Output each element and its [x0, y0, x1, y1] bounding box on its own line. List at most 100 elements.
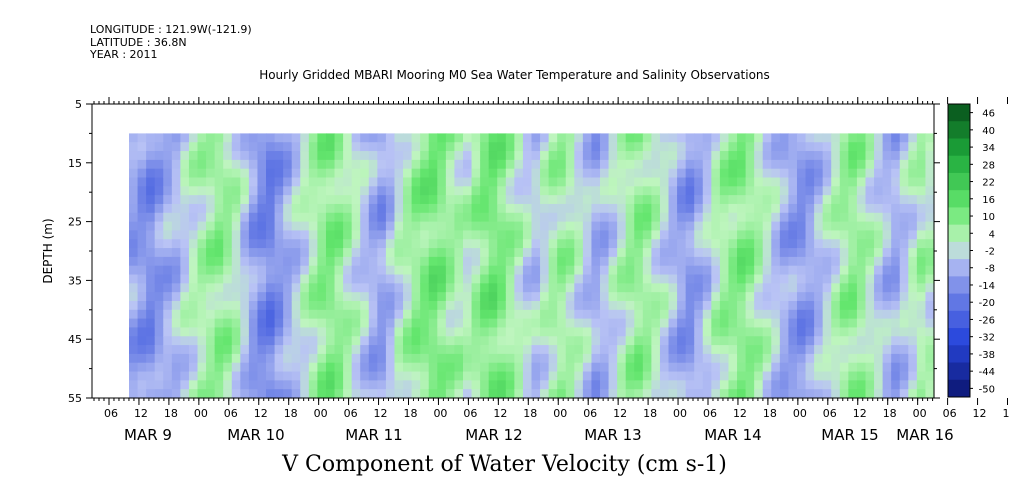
heatmap-cell	[796, 309, 807, 320]
heatmap-cell	[197, 292, 207, 302]
heatmap-cell	[557, 345, 567, 355]
heatmap-cell	[454, 151, 464, 161]
heatmap-cell	[214, 336, 224, 346]
heatmap-cell	[377, 380, 387, 390]
heatmap-cell	[805, 371, 815, 381]
heatmap-cell	[625, 389, 635, 399]
colorbar-label: 34	[982, 143, 995, 154]
heatmap-cell	[634, 371, 644, 381]
heatmap-cell	[266, 195, 276, 205]
heatmap-cell	[642, 389, 652, 399]
heatmap-cell	[574, 168, 584, 179]
heatmap-cell	[779, 300, 790, 311]
heatmap-cell	[908, 239, 918, 249]
heatmap-cell	[266, 256, 276, 267]
heatmap-cell	[711, 345, 721, 355]
heatmap-cell	[188, 336, 199, 346]
heatmap-cell	[874, 353, 884, 364]
heatmap-cell	[163, 195, 173, 205]
heatmap-cell	[865, 212, 875, 223]
heatmap-cell	[351, 300, 361, 311]
heatmap-cell	[625, 318, 635, 329]
heatmap-cell	[737, 345, 747, 355]
heatmap-cell	[411, 292, 421, 302]
heatmap-cell	[480, 380, 490, 390]
heatmap-cell	[582, 309, 593, 320]
heatmap-cell	[634, 142, 644, 152]
heatmap-cell	[908, 265, 918, 276]
heatmap-cell	[754, 292, 764, 302]
heatmap-cell	[711, 195, 721, 205]
heatmap-cell	[317, 292, 327, 302]
heatmap-cell	[702, 168, 712, 179]
heatmap-cell	[916, 142, 927, 152]
heatmap-cell	[428, 362, 438, 373]
heatmap-cell	[454, 230, 464, 240]
heatmap-cell	[171, 371, 181, 381]
heatmap-cell	[197, 380, 207, 390]
heatmap-cell	[462, 309, 473, 320]
heatmap-cell	[137, 327, 147, 337]
heatmap-cell	[411, 327, 421, 337]
heatmap-cell	[865, 292, 875, 302]
heatmap-cell	[231, 336, 241, 346]
heatmap-cell	[668, 230, 678, 240]
heatmap-cell	[856, 159, 867, 170]
heatmap-cell	[385, 168, 396, 179]
heatmap-cell	[925, 256, 935, 267]
heatmap-cell	[428, 256, 438, 267]
heatmap-cell	[428, 195, 438, 205]
heatmap-cell	[899, 256, 909, 267]
heatmap-cell	[882, 186, 892, 196]
heatmap-cell	[206, 380, 216, 390]
heatmap-cell	[882, 300, 892, 311]
heatmap-cell	[403, 353, 413, 364]
heatmap-cell	[377, 159, 387, 170]
heatmap-cell	[248, 345, 259, 355]
heatmap-cell	[171, 265, 181, 276]
heatmap-cell	[831, 327, 841, 337]
heatmap-cell	[882, 371, 892, 381]
heatmap-cell	[214, 142, 224, 152]
heatmap-cell	[565, 221, 575, 232]
heatmap-cell	[343, 203, 353, 214]
heatmap-cell	[308, 203, 318, 214]
heatmap-cell	[745, 239, 755, 249]
heatmap-cell	[882, 133, 892, 143]
heatmap-cell	[488, 380, 498, 390]
heatmap-cell	[814, 142, 824, 152]
heatmap-cell	[171, 389, 181, 399]
heatmap-cell	[488, 177, 498, 187]
heatmap-cell	[180, 195, 190, 205]
heatmap-cell	[540, 274, 550, 284]
heatmap-cell	[702, 151, 712, 161]
heatmap-cell	[737, 221, 747, 232]
heatmap-cell	[231, 248, 241, 258]
heatmap-cell	[574, 230, 584, 240]
heatmap-cell	[805, 133, 815, 143]
x-day-label: MAR 13	[584, 426, 641, 444]
heatmap-cell	[600, 230, 610, 240]
heatmap-cell	[916, 362, 927, 373]
heatmap-cell	[574, 142, 584, 152]
heatmap-cell	[762, 195, 772, 205]
heatmap-cell	[754, 389, 764, 399]
heatmap-cell	[334, 292, 344, 302]
heatmap-cell	[137, 283, 147, 293]
heatmap-cell	[385, 292, 396, 302]
heatmap-cell	[360, 212, 370, 223]
heatmap-cell	[317, 362, 327, 373]
heatmap-cell	[514, 353, 524, 364]
heatmap-cell	[437, 380, 447, 390]
heatmap-cell	[283, 133, 293, 143]
heatmap-cell	[925, 327, 935, 337]
heatmap-cell	[343, 230, 353, 240]
heatmap-cell	[668, 318, 678, 329]
heatmap-cell	[694, 292, 704, 302]
heatmap-cell	[368, 283, 378, 293]
heatmap-cell	[891, 389, 901, 399]
heatmap-cell	[291, 300, 301, 311]
heatmap-cell	[822, 256, 832, 267]
heatmap-cell	[822, 151, 832, 161]
heatmap-cell	[839, 203, 849, 214]
